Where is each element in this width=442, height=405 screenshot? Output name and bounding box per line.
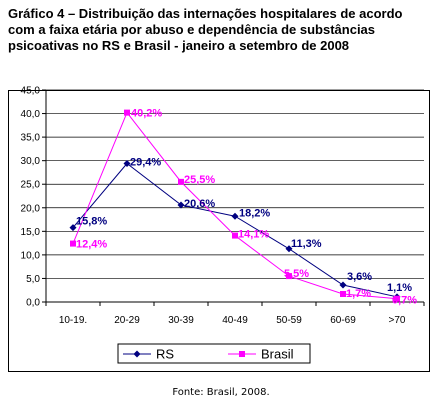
title-line-2: com a faixa etária por abuso e dependênc… [8, 22, 376, 37]
y-tick-label: 25,0 [21, 180, 41, 191]
point-brasil [70, 240, 76, 247]
data-label-rs: 3,6% [347, 271, 372, 283]
data-label-brasil: 25,5% [184, 174, 215, 186]
y-tick-label: 20,0 [21, 203, 41, 214]
title-line-1: Gráfico 4 – Distribuição das internações… [8, 6, 403, 21]
point-brasil [286, 273, 292, 280]
legend-marker-brasil [239, 351, 245, 357]
x-tick-label: 20-29 [114, 315, 140, 326]
data-label-brasil: 40,2% [131, 108, 162, 120]
chart-title: Gráfico 4 – Distribuição das internações… [8, 6, 428, 54]
y-tick-label: 5,0 [26, 274, 40, 285]
y-tick-label: 10,0 [21, 250, 41, 261]
y-tick-label: 35,0 [21, 133, 41, 144]
y-tick-label: 15,0 [21, 227, 41, 238]
data-label-rs: 20,6% [184, 198, 215, 210]
data-label-rs: 18,2% [239, 207, 270, 219]
legend-marker-rs [133, 350, 141, 358]
x-tick-label: 60-69 [330, 315, 356, 326]
source-note: Fonte: Brasil, 2008. [172, 387, 270, 398]
data-label-brasil: 0,7% [392, 295, 417, 307]
point-rs [285, 245, 293, 253]
y-tick-label: 0,0 [26, 298, 40, 309]
x-tick-label: 40-49 [222, 315, 248, 326]
point-brasil [178, 178, 184, 185]
data-label-brasil: 14,1% [238, 229, 269, 241]
x-tick-label: 50-59 [276, 315, 302, 326]
x-tick-label: >70 [389, 315, 406, 326]
point-rs [177, 201, 185, 209]
data-label-brasil: 1,7% [346, 288, 371, 300]
point-rs [123, 159, 131, 167]
x-tick-label: 30-39 [168, 315, 194, 326]
data-label-brasil: 5,5% [284, 268, 309, 280]
data-label-rs: 1,1% [387, 282, 412, 294]
legend-box [117, 343, 311, 364]
data-label-brasil: 12,4% [76, 239, 107, 251]
data-label-rs: 15,8% [76, 216, 107, 228]
legend-label-rs: RS [156, 347, 174, 362]
point-rs [69, 224, 77, 232]
chart-frame [8, 90, 430, 372]
title-line-3: psicoativas no RS e Brasil - janeiro a s… [8, 38, 350, 53]
point-rs [231, 212, 239, 220]
y-tick-label: 45,0 [21, 86, 41, 97]
point-brasil [394, 295, 400, 302]
point-brasil [340, 290, 346, 297]
y-tick-label: 40,0 [21, 109, 41, 120]
legend-label-brasil: Brasil [261, 347, 294, 362]
point-brasil [232, 232, 238, 239]
data-label-rs: 11,3% [291, 238, 322, 250]
data-label-rs: 29,4% [130, 156, 161, 168]
point-rs [339, 281, 347, 289]
y-tick-label: 30,0 [21, 156, 41, 167]
x-tick-label: 10-19. [59, 315, 87, 326]
point-brasil [124, 109, 130, 116]
